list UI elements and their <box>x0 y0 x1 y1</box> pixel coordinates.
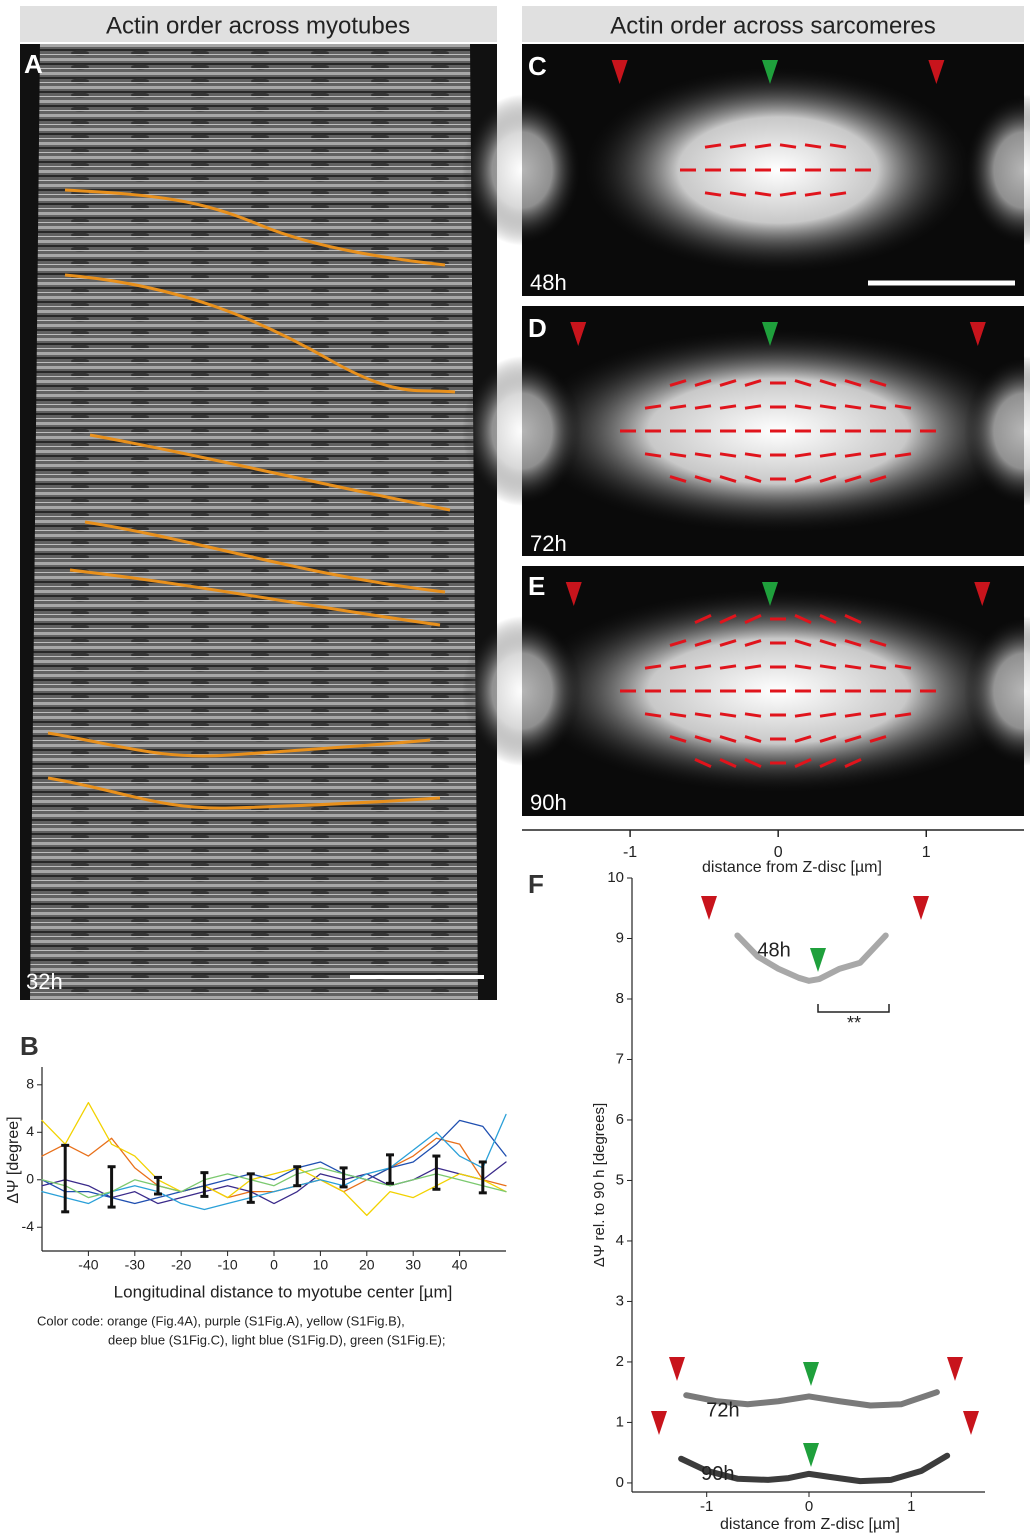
header: Actin order across sarcomeres <box>610 12 935 39</box>
image-blob <box>578 64 978 276</box>
panel-letter: C <box>528 51 547 81</box>
x-tick-label: 1 <box>922 844 931 861</box>
header: Actin order across myotubes <box>106 12 410 39</box>
caption: Color code: orange (Fig.4A), purple (S1F… <box>37 1313 405 1328</box>
x-axis-label: distance from Z-disc [µm] <box>702 859 882 876</box>
y-tick-label: 7 <box>616 1050 624 1067</box>
x-tick-label: -1 <box>623 844 637 861</box>
y-axis-label: ΔΨ rel. to 90 h [degrees] <box>591 1103 608 1267</box>
x-tick-label: 0 <box>774 844 783 861</box>
y-tick-label: 6 <box>616 1111 624 1128</box>
y-tick-label: 8 <box>26 1076 34 1092</box>
y-tick-label: 4 <box>616 1232 624 1249</box>
time-label: 32h <box>26 969 63 994</box>
y-tick-label: 2 <box>616 1353 624 1370</box>
x-tick-label: 40 <box>452 1257 468 1273</box>
y-tick-label: 9 <box>616 929 624 946</box>
x-tick-label: 10 <box>313 1257 329 1273</box>
caption: deep blue (S1Fig.C), light blue (S1Fig.D… <box>108 1332 445 1347</box>
x-tick-label: -10 <box>217 1257 237 1273</box>
x-tick-label: -20 <box>171 1257 191 1273</box>
time-label: 72h <box>530 531 567 556</box>
x-tick-label: -1 <box>700 1498 713 1515</box>
x-tick-label: 0 <box>805 1498 813 1515</box>
panel-letter: A <box>24 49 43 79</box>
significance-bracket <box>818 1004 889 1012</box>
y-tick-label: 3 <box>616 1292 624 1309</box>
y-tick-label: 5 <box>616 1171 624 1188</box>
error-bar <box>108 1167 116 1207</box>
image-blob <box>462 356 582 506</box>
panel-letter: E <box>528 571 545 601</box>
image-blob <box>462 616 582 766</box>
y-tick-label: 1 <box>616 1413 624 1430</box>
image-blob <box>462 94 582 245</box>
panel-letter: F <box>528 869 544 899</box>
x-tick-label: 30 <box>405 1257 421 1273</box>
annotation: ** <box>847 1013 861 1033</box>
x-tick-label: -30 <box>125 1257 145 1273</box>
y-tick-label: 8 <box>616 990 624 1007</box>
x-tick-label: 20 <box>359 1257 375 1273</box>
panel-letter: D <box>528 313 547 343</box>
y-tick-label: 0 <box>616 1474 624 1491</box>
y-tick-label: -4 <box>22 1218 35 1234</box>
x-tick-label: 0 <box>270 1257 278 1273</box>
series-label: 72h <box>706 1399 739 1421</box>
series-label: 90h <box>701 1463 734 1485</box>
y-tick-label: 4 <box>26 1123 34 1139</box>
time-label: 48h <box>530 270 567 295</box>
x-axis-label: distance from Z-disc [µm] <box>720 1516 900 1533</box>
y-tick-label: 10 <box>607 869 624 886</box>
panel-letter: B <box>20 1031 39 1061</box>
series-label: 48h <box>757 940 790 962</box>
y-tick-label: 0 <box>26 1170 34 1186</box>
figure: Actin order across myotubes Actin order … <box>0 0 1030 1536</box>
y-axis-label: ΔΨ [degree] <box>5 1116 22 1203</box>
error-bar <box>61 1145 69 1211</box>
x-tick-label: -40 <box>78 1257 98 1273</box>
sarcomere-images <box>462 44 1030 816</box>
time-label: 90h <box>530 790 567 815</box>
x-tick-label: 1 <box>907 1498 915 1515</box>
x-axis-label: Longitudinal distance to myotube center … <box>114 1282 453 1301</box>
micrograph-a <box>20 44 497 1000</box>
